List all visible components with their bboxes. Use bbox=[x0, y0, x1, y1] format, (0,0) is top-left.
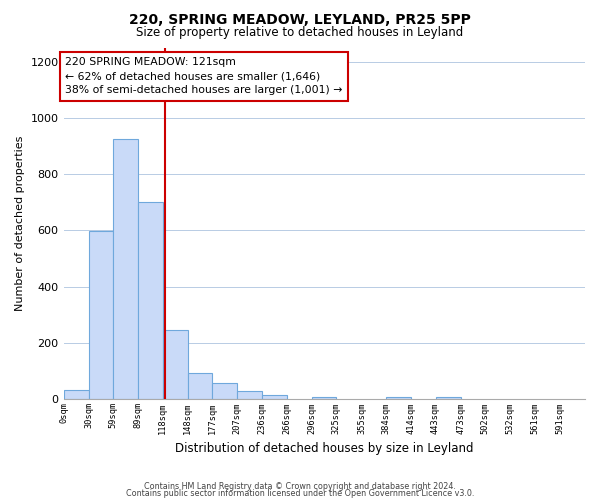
Bar bbox=[312, 396, 337, 400]
Text: Contains public sector information licensed under the Open Government Licence v3: Contains public sector information licen… bbox=[126, 490, 474, 498]
Text: Size of property relative to detached houses in Leyland: Size of property relative to detached ho… bbox=[136, 26, 464, 39]
Bar bbox=[262, 396, 287, 400]
Bar bbox=[163, 330, 188, 400]
Text: 220, SPRING MEADOW, LEYLAND, PR25 5PP: 220, SPRING MEADOW, LEYLAND, PR25 5PP bbox=[129, 12, 471, 26]
Bar bbox=[64, 390, 89, 400]
Bar bbox=[89, 232, 113, 400]
Bar bbox=[188, 372, 212, 400]
Bar bbox=[138, 202, 163, 400]
Text: 220 SPRING MEADOW: 121sqm
← 62% of detached houses are smaller (1,646)
38% of se: 220 SPRING MEADOW: 121sqm ← 62% of detac… bbox=[65, 58, 343, 96]
Bar bbox=[436, 396, 461, 400]
Bar bbox=[212, 384, 238, 400]
Y-axis label: Number of detached properties: Number of detached properties bbox=[15, 136, 25, 311]
Bar bbox=[113, 139, 138, 400]
Text: Contains HM Land Registry data © Crown copyright and database right 2024.: Contains HM Land Registry data © Crown c… bbox=[144, 482, 456, 491]
Bar bbox=[238, 391, 262, 400]
X-axis label: Distribution of detached houses by size in Leyland: Distribution of detached houses by size … bbox=[175, 442, 473, 455]
Bar bbox=[386, 396, 411, 400]
